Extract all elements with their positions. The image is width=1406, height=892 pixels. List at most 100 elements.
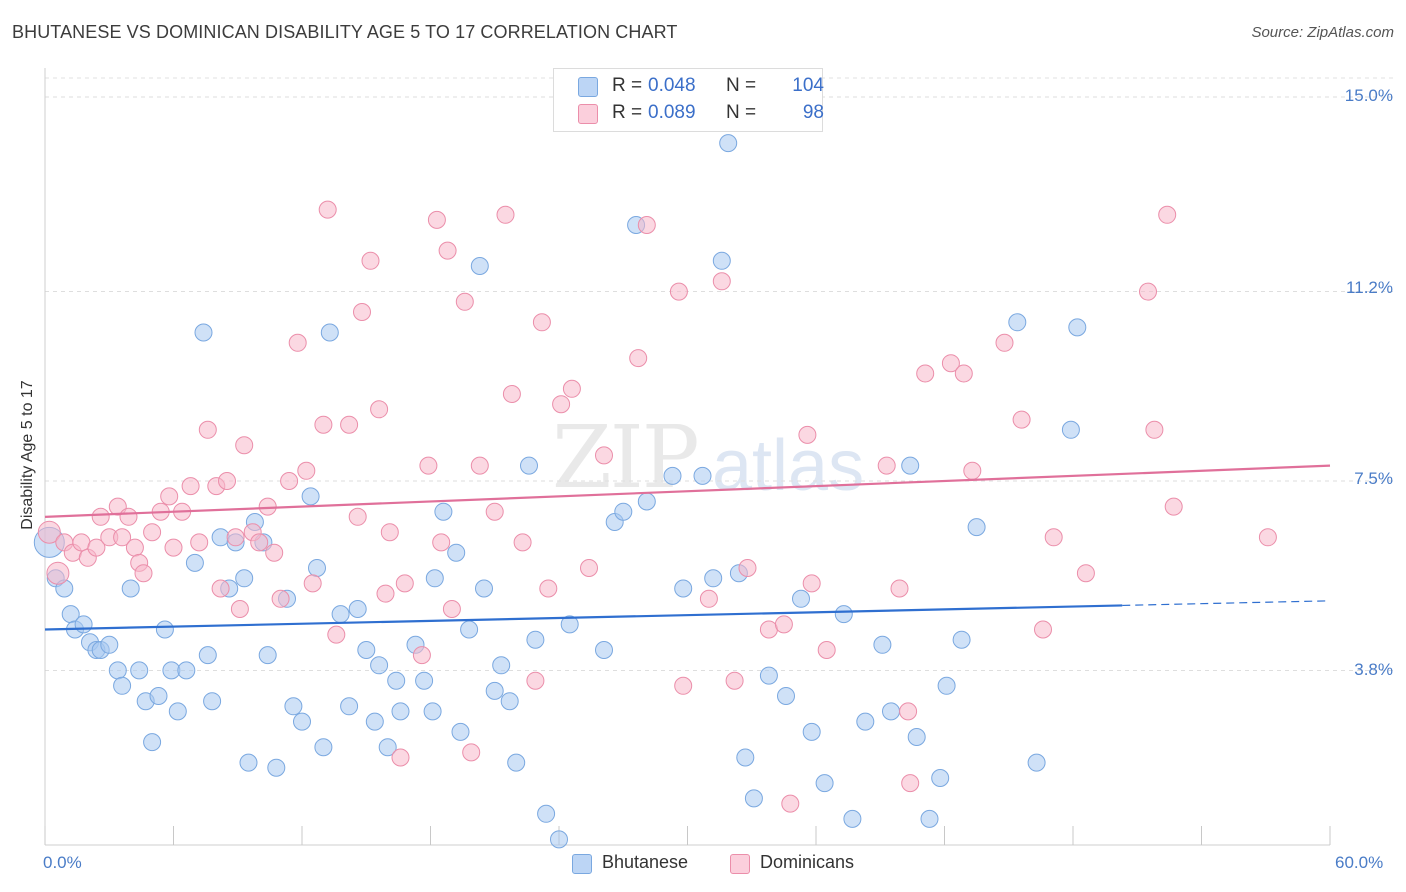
point-dominicans bbox=[314, 415, 333, 434]
point-bhutanese bbox=[550, 830, 568, 849]
point-bhutanese bbox=[434, 502, 453, 521]
point-dominicans bbox=[218, 472, 236, 490]
legend-label-dominicans: Dominicans bbox=[760, 852, 855, 872]
point-bhutanese bbox=[952, 630, 971, 649]
point-dominicans bbox=[502, 385, 521, 403]
point-dominicans bbox=[395, 574, 414, 593]
legend-r-value: 0.089 bbox=[648, 102, 696, 123]
legend-n-label: N = bbox=[726, 102, 757, 123]
point-bhutanese bbox=[203, 692, 222, 711]
y-tick-label: 3.8% bbox=[1354, 660, 1393, 679]
legend-label-bhutanese: Bhutanese bbox=[602, 852, 689, 872]
point-bhutanese bbox=[267, 758, 286, 777]
point-dominicans bbox=[318, 200, 337, 219]
point-dominicans bbox=[1258, 528, 1277, 547]
point-bhutanese bbox=[500, 692, 519, 711]
point-dominicans bbox=[391, 748, 410, 767]
watermark-atlas: atlas bbox=[712, 426, 865, 506]
source-label: Source: ZipAtlas.com bbox=[1251, 24, 1394, 41]
point-dominicans bbox=[348, 507, 367, 526]
point-bhutanese bbox=[843, 809, 862, 828]
point-bhutanese bbox=[834, 605, 853, 624]
point-bhutanese bbox=[882, 702, 900, 721]
point-bhutanese bbox=[320, 323, 339, 342]
legend-n-label: N = bbox=[726, 75, 757, 96]
y-tick-label: 7.5% bbox=[1354, 469, 1393, 488]
legend-n-value: 98 bbox=[802, 102, 824, 123]
point-dominicans bbox=[119, 507, 138, 526]
legend-r-value: 0.048 bbox=[648, 75, 696, 96]
y-axis-label: Disability Age 5 to 17 bbox=[19, 380, 36, 530]
point-bhutanese bbox=[595, 641, 613, 659]
point-dominicans bbox=[877, 456, 896, 475]
point-dominicans bbox=[280, 472, 299, 490]
point-bhutanese bbox=[470, 257, 489, 275]
point-dominicans bbox=[455, 292, 474, 311]
trend-lines bbox=[44, 464, 1331, 631]
point-bhutanese bbox=[663, 466, 682, 485]
point-bhutanese bbox=[507, 753, 526, 772]
point-bhutanese bbox=[357, 641, 376, 659]
point-bhutanese bbox=[293, 712, 311, 731]
point-bhutanese bbox=[693, 466, 712, 485]
point-dominicans bbox=[87, 538, 106, 557]
point-dominicans bbox=[580, 559, 598, 577]
point-dominicans bbox=[712, 272, 731, 291]
point-bhutanese bbox=[815, 774, 834, 793]
point-dominicans bbox=[160, 487, 179, 506]
x-tick-label: 0.0% bbox=[43, 853, 82, 872]
point-dominicans bbox=[235, 436, 254, 455]
point-bhutanese bbox=[802, 722, 821, 741]
point-dominicans bbox=[427, 210, 446, 229]
point-dominicans bbox=[327, 625, 346, 644]
point-bhutanese bbox=[301, 487, 320, 506]
point-dominicans bbox=[798, 425, 817, 444]
point-bhutanese bbox=[475, 579, 493, 598]
point-dominicans bbox=[380, 523, 399, 542]
point-dominicans bbox=[72, 533, 91, 552]
point-dominicans bbox=[1076, 564, 1095, 583]
point-dominicans bbox=[226, 528, 245, 547]
point-bhutanese bbox=[614, 502, 633, 521]
point-bhutanese bbox=[155, 620, 174, 639]
point-bhutanese bbox=[901, 456, 920, 475]
point-bhutanese bbox=[378, 738, 397, 757]
point-dominicans bbox=[552, 395, 571, 414]
point-bhutanese bbox=[340, 697, 359, 716]
point-dominicans bbox=[941, 354, 960, 373]
point-dominicans bbox=[995, 333, 1014, 352]
point-dominicans bbox=[513, 533, 532, 552]
point-dominicans bbox=[303, 574, 322, 593]
point-dominicans bbox=[539, 579, 558, 598]
point-dominicans bbox=[143, 523, 162, 542]
point-bhutanese bbox=[967, 518, 986, 537]
point-bhutanese bbox=[560, 615, 579, 634]
point-dominicans bbox=[890, 579, 909, 598]
point-bhutanese bbox=[485, 681, 504, 700]
point-dominicans bbox=[901, 774, 920, 793]
point-bhutanese bbox=[74, 615, 93, 634]
point-bhutanese bbox=[759, 666, 778, 685]
point-bhutanese bbox=[258, 646, 277, 665]
point-bhutanese bbox=[194, 323, 213, 342]
point-dominicans bbox=[532, 313, 551, 332]
point-bhutanese bbox=[168, 702, 187, 721]
legend-swatch-bhutanese bbox=[572, 854, 592, 874]
legend-swatch-bhutanese bbox=[578, 77, 598, 97]
point-dominicans bbox=[113, 528, 132, 547]
point-dominicans bbox=[419, 456, 438, 475]
legend-n-value: 104 bbox=[792, 75, 824, 96]
point-bhutanese bbox=[907, 728, 926, 746]
point-bhutanese bbox=[492, 656, 511, 675]
point-dominicans bbox=[1034, 620, 1052, 639]
point-bhutanese bbox=[447, 543, 466, 562]
trend-line-dominicans bbox=[44, 464, 1331, 518]
point-dominicans bbox=[412, 646, 431, 665]
point-bhutanese bbox=[1061, 420, 1080, 439]
point-bhutanese bbox=[777, 687, 795, 705]
point-bhutanese bbox=[113, 676, 132, 695]
point-bhutanese bbox=[637, 492, 656, 511]
point-dominicans bbox=[1164, 497, 1183, 516]
point-bhutanese bbox=[415, 671, 434, 690]
point-bhutanese bbox=[423, 702, 442, 721]
